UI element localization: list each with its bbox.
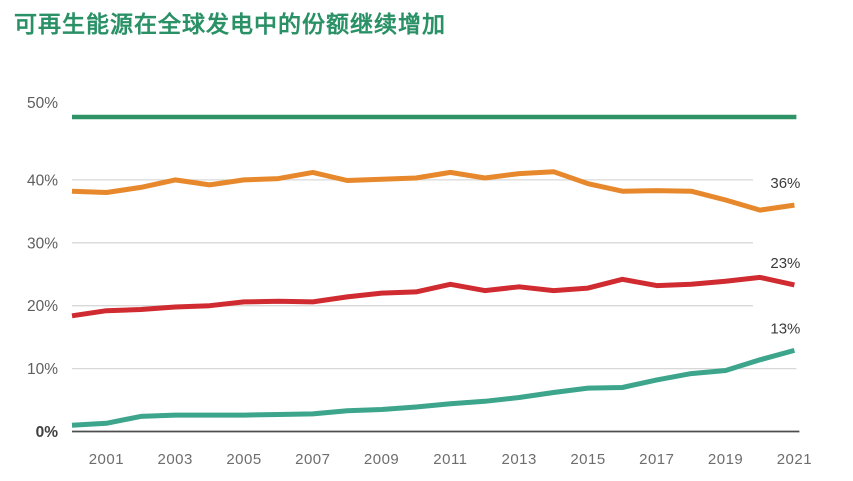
orange-top-series-end-label: 36% — [770, 175, 800, 192]
x-tick-label: 2001 — [89, 451, 124, 468]
x-tick-label: 2005 — [226, 451, 261, 468]
x-tick-label: 2017 — [639, 451, 674, 468]
x-tick-label: 2011 — [433, 451, 467, 468]
x-tick-label: 2019 — [708, 451, 743, 468]
y-tick-label: 50% — [27, 95, 58, 112]
red-middle-series-end-label: 23% — [770, 255, 800, 272]
x-tick-label: 2015 — [570, 451, 605, 468]
y-tick-label: 40% — [27, 172, 58, 189]
orange-top-series-line — [71, 169, 795, 213]
x-tick-label: 2009 — [364, 451, 399, 468]
y-tick-label: 10% — [27, 361, 58, 378]
teal-bottom-series-line — [71, 347, 796, 428]
x-tick-label: 2003 — [158, 451, 193, 468]
y-tick-label: 30% — [27, 235, 58, 252]
x-tick-label: 2021 — [777, 451, 812, 468]
chart-title: 可再生能源在全球发电中的份额继续增加 — [14, 11, 446, 37]
x-tick-label: 2013 — [502, 451, 537, 468]
teal-bottom-series-end-label: 13% — [770, 320, 800, 337]
red-middle-series-line — [71, 274, 795, 319]
y-tick-label: 20% — [27, 298, 58, 315]
x-tick-label: 2007 — [295, 451, 330, 468]
y-tick-label: 0% — [36, 424, 59, 441]
